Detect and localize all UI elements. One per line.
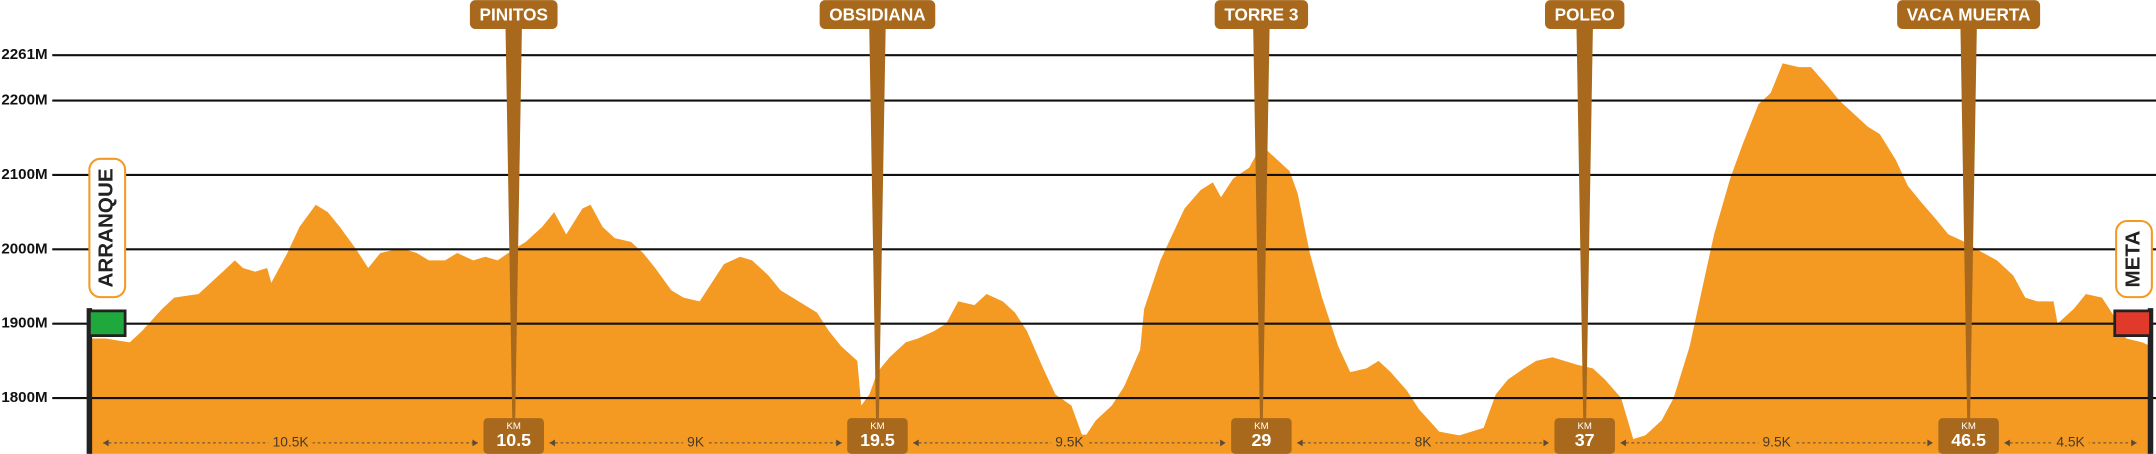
- end-label-box: [2115, 219, 2153, 299]
- km-unit: KM: [870, 421, 884, 432]
- arrow-head: [549, 439, 555, 447]
- arrow-head: [2131, 439, 2137, 447]
- arrow-head: [472, 439, 478, 447]
- km-box: [1231, 418, 1292, 454]
- segment-label: 9K: [687, 435, 705, 450]
- waypoint-name: POLEO: [1555, 4, 1615, 24]
- end-label-text: META: [2121, 231, 2144, 288]
- arrow-head: [1543, 439, 1549, 447]
- km-box: [483, 418, 544, 454]
- segment-label-bg: [1410, 434, 1436, 452]
- segment-label-bg: [683, 434, 709, 452]
- segment-label: 10.5K: [273, 435, 310, 450]
- segment-label-bg: [2052, 434, 2089, 452]
- arrow-head: [2004, 439, 2010, 447]
- waypoint-label-bg: [819, 0, 936, 29]
- segment-label: 4.5K: [2056, 435, 2085, 450]
- km-box: [1554, 418, 1615, 454]
- arrow-head: [1220, 439, 1226, 447]
- start-label: ARRANQUE: [88, 157, 127, 299]
- waypoint-label: TORRE 3: [1214, 0, 1309, 29]
- start-label-box: [88, 157, 127, 299]
- km-box: [847, 418, 908, 454]
- waypoint-name: VACA MUERTA: [1907, 4, 2031, 24]
- waypoint-label-bg: [469, 0, 558, 29]
- end-flag: [2113, 309, 2152, 337]
- km-value: 29: [1251, 430, 1271, 450]
- arrow-head: [1927, 439, 1933, 447]
- end-label: META: [2115, 219, 2153, 299]
- km-value: 37: [1575, 430, 1595, 450]
- y-tick-label: 2200M: [1, 92, 47, 109]
- km-value: 10.5: [496, 430, 531, 450]
- segment-label-bg: [268, 434, 313, 452]
- waypoint-spike: [1960, 24, 1977, 424]
- km-unit: KM: [1577, 421, 1591, 432]
- segment-label: 9.5K: [1763, 435, 1792, 450]
- waypoint-name: PINITOS: [480, 4, 548, 24]
- waypoint-spike: [1253, 24, 1270, 424]
- km-unit: KM: [1254, 421, 1268, 432]
- y-tick-label: 1800M: [1, 389, 47, 406]
- waypoint-name: OBSIDIANA: [829, 4, 925, 24]
- start-label-text: ARRANQUE: [95, 168, 118, 287]
- km-box: [1938, 418, 1999, 454]
- segment-label: 8K: [1415, 435, 1433, 450]
- y-tick-label: 2100M: [1, 166, 47, 183]
- arrow-head: [1297, 439, 1303, 447]
- start-flag: [88, 309, 127, 337]
- waypoint-label: OBSIDIANA: [819, 0, 936, 29]
- km-value: 46.5: [1951, 430, 1986, 450]
- waypoint-spike: [869, 24, 886, 424]
- y-tick-label: 1900M: [1, 315, 47, 332]
- waypoint-label: POLEO: [1545, 0, 1625, 29]
- waypoint-label: PINITOS: [469, 0, 558, 29]
- y-tick-label: 2000M: [1, 240, 47, 257]
- waypoint-label-bg: [1897, 0, 2041, 29]
- waypoint-label: VACA MUERTA: [1897, 0, 2041, 29]
- km-unit: KM: [1961, 421, 1975, 432]
- arrow-head: [836, 439, 842, 447]
- km-unit: KM: [507, 421, 521, 432]
- km-value: 19.5: [860, 430, 895, 450]
- waypoint-label-bg: [1545, 0, 1625, 29]
- segment-label-bg: [1051, 434, 1088, 452]
- waypoint-spike: [1576, 24, 1593, 424]
- segment-label: 9.5K: [1055, 435, 1084, 450]
- arrow-head: [1620, 439, 1626, 447]
- elevation-area: [89, 63, 2151, 454]
- arrow-head: [103, 439, 109, 447]
- waypoint-label-bg: [1214, 0, 1309, 29]
- segment-label-bg: [1758, 434, 1795, 452]
- arrow-head: [913, 439, 919, 447]
- y-tick-label: 2261M: [1, 46, 47, 63]
- waypoint-spike: [505, 24, 522, 424]
- waypoint-name: TORRE 3: [1224, 4, 1298, 24]
